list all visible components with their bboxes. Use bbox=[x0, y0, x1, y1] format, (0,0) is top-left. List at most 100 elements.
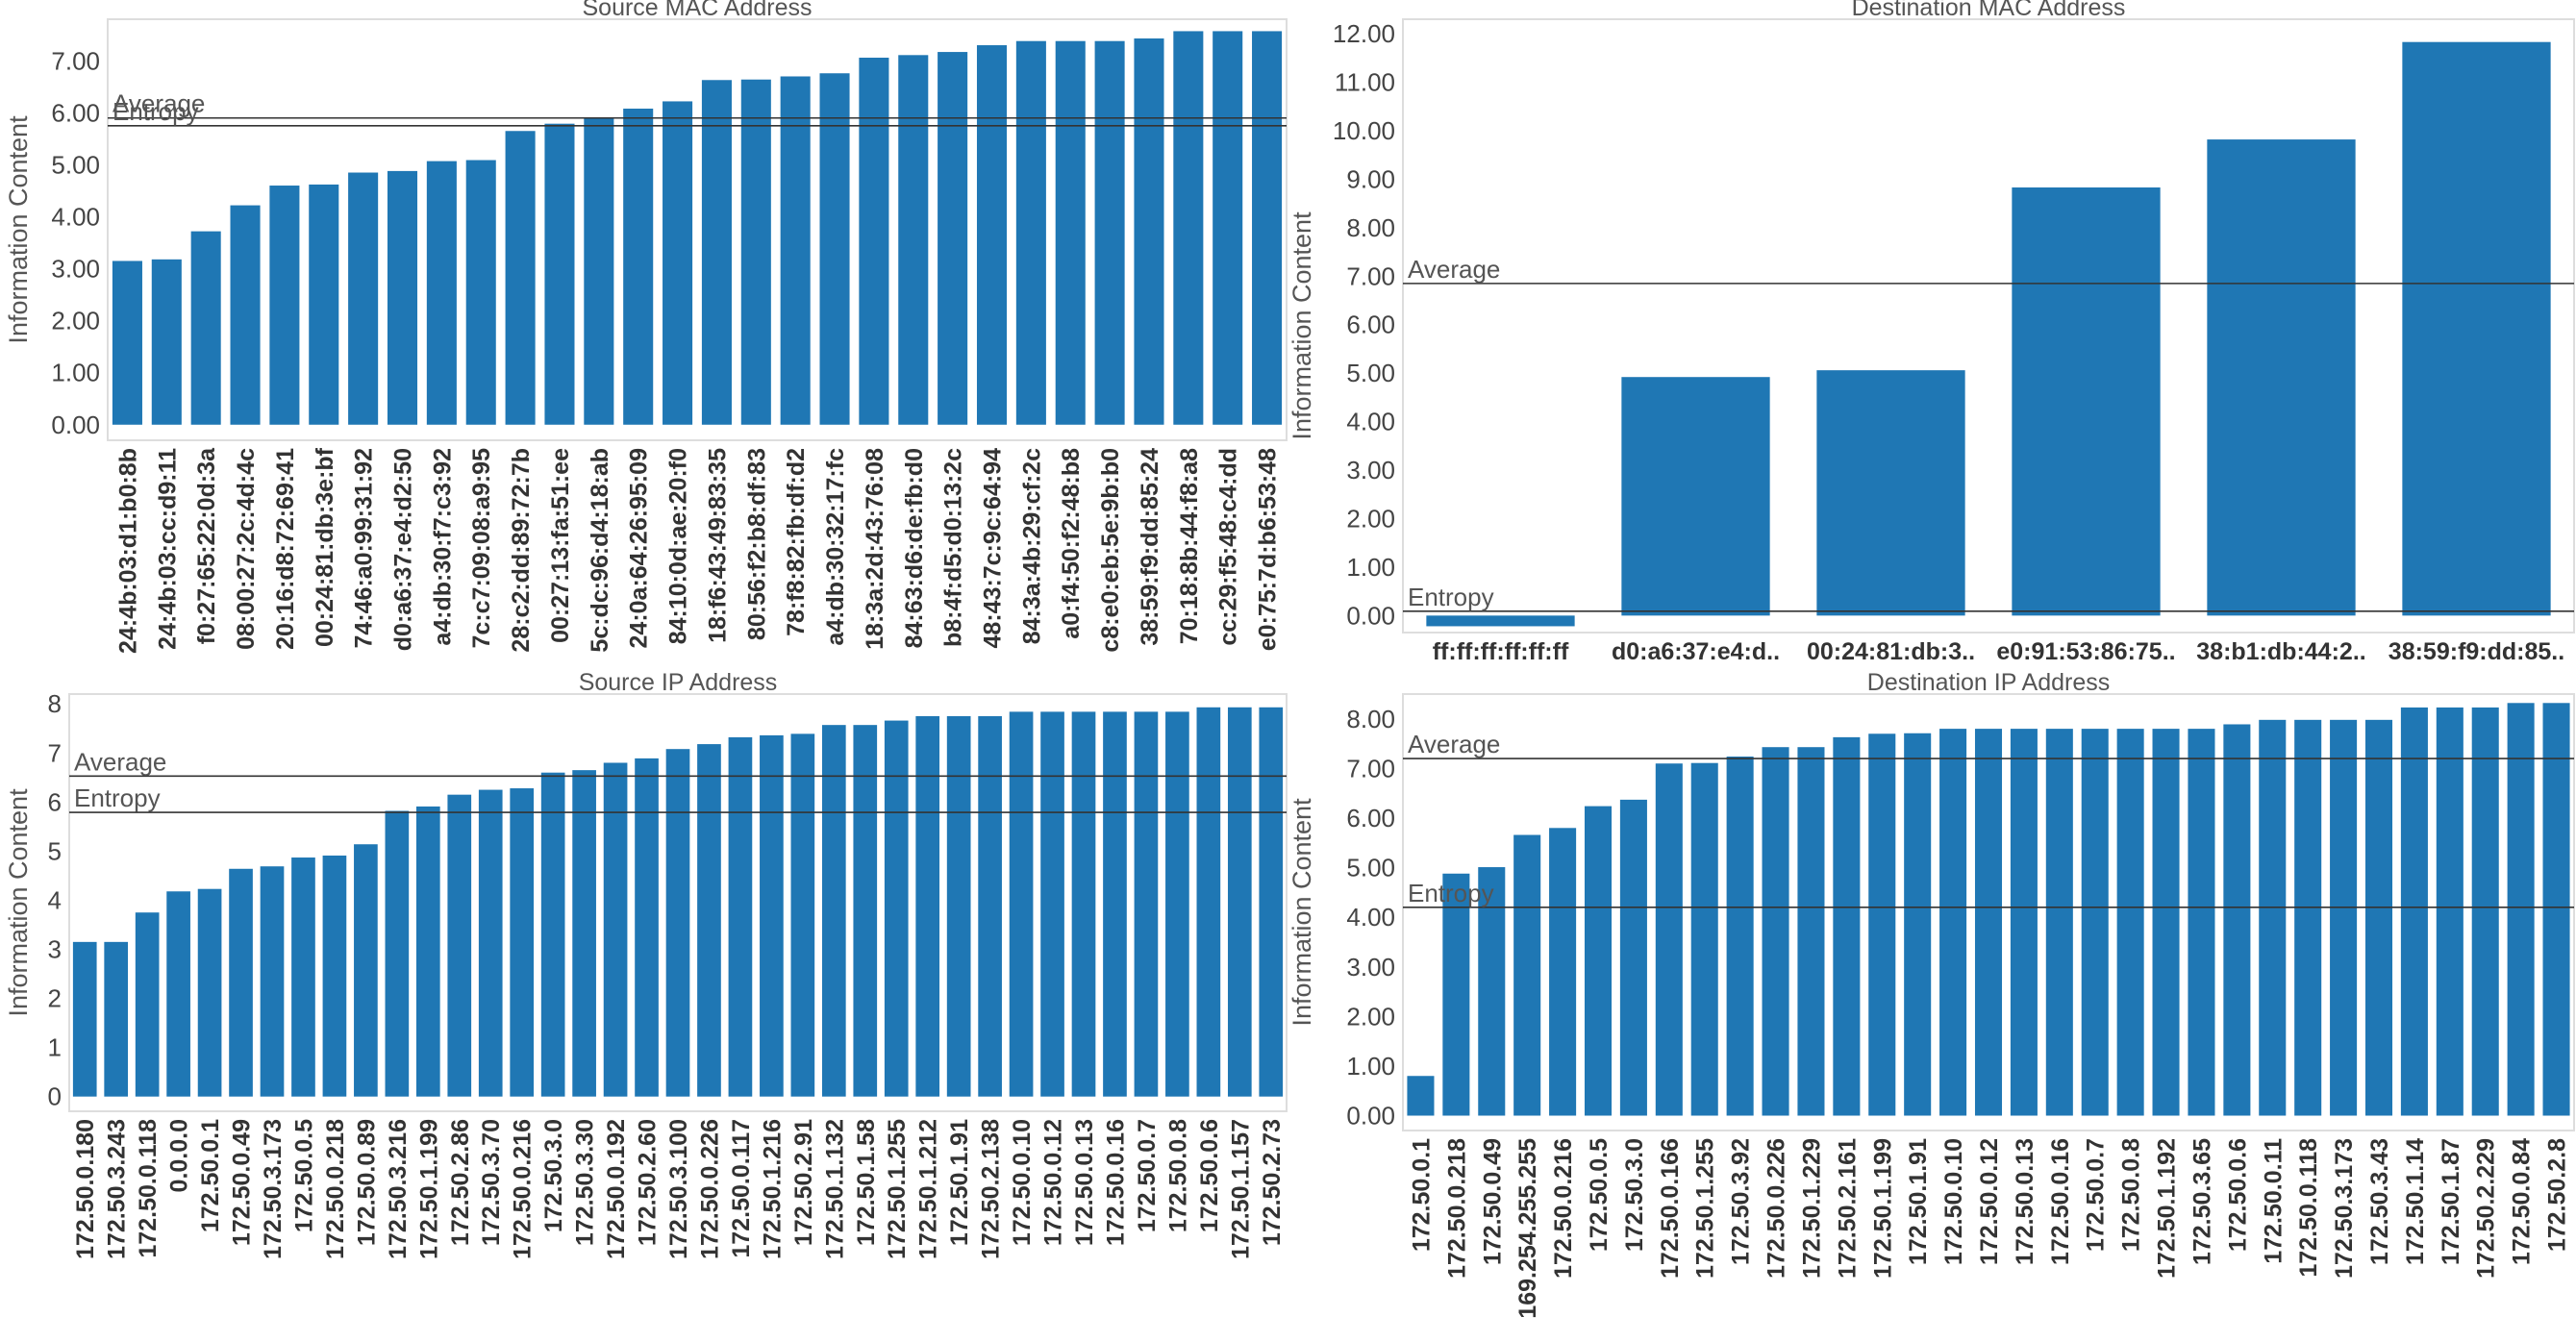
x-tick-label: d0:a6:37:e4:d.. bbox=[1612, 638, 1780, 665]
x-tick-label: 172.50.2.161 bbox=[1834, 1138, 1861, 1279]
bar bbox=[853, 725, 878, 1097]
y-tick-label: 3 bbox=[48, 935, 62, 964]
bar bbox=[2542, 703, 2570, 1116]
bar bbox=[2436, 707, 2463, 1116]
x-tick-label: 172.50.2.86 bbox=[447, 1119, 474, 1246]
bar bbox=[166, 891, 190, 1097]
bar bbox=[1584, 806, 1613, 1116]
reference-line-label: Entropy bbox=[74, 783, 161, 812]
bar bbox=[190, 231, 221, 425]
x-tick-label: 28:c2:dd:89:72:7b bbox=[508, 448, 535, 653]
x-tick-label: 172.50.1.229 bbox=[1798, 1138, 1825, 1279]
chart-svg: Destination IP Address Information Conten… bbox=[1288, 669, 2575, 1319]
bar bbox=[2010, 729, 2038, 1116]
x-tick-label: 172.50.1.58 bbox=[853, 1119, 880, 1246]
x-tick-label: 172.50.0.117 bbox=[728, 1119, 755, 1258]
x-tick-label: 172.50.1.255 bbox=[1692, 1138, 1719, 1279]
chart-source-mac: Source MAC Address Information Content 0.0… bbox=[0, 0, 1288, 671]
x-tick-label: 172.50.3.0 bbox=[540, 1119, 567, 1232]
bar bbox=[540, 772, 565, 1097]
bar bbox=[859, 58, 889, 425]
bar bbox=[946, 715, 971, 1097]
x-tick-label: 172.50.0.12 bbox=[1040, 1119, 1067, 1246]
bar bbox=[665, 749, 690, 1097]
x-tick-label: c8:e0:eb:5e:9b:b0 bbox=[1097, 448, 1124, 653]
bar bbox=[1904, 733, 1932, 1116]
y-tick-label: 2 bbox=[48, 984, 62, 1013]
x-tick-label: e0:91:53:86:75.. bbox=[1996, 638, 2175, 665]
chart-svg: Source MAC Address Information Content 0.0… bbox=[4, 0, 1288, 654]
bar bbox=[1833, 736, 1861, 1116]
y-tick-label: 1.00 bbox=[1346, 553, 1395, 582]
x-tick-label: 18:f6:43:49:83:35 bbox=[704, 448, 731, 643]
x-tick-label: 172.50.0.1 bbox=[1408, 1138, 1435, 1252]
x-tick-label: 172.50.0.49 bbox=[229, 1119, 256, 1246]
y-tick-label: 5.00 bbox=[1346, 854, 1395, 882]
y-tick-label: 11.00 bbox=[1335, 68, 1395, 97]
y-tick-label: 6 bbox=[48, 787, 62, 816]
x-tick-label: 24:4b:03:d1:b0:8b bbox=[114, 448, 141, 654]
plot-frame bbox=[68, 693, 1288, 1112]
bar bbox=[1071, 711, 1096, 1097]
y-axis-label: Information Content bbox=[1288, 211, 1316, 440]
x-tick-label: 172.50.3.70 bbox=[478, 1119, 505, 1246]
bar bbox=[426, 161, 457, 425]
bar bbox=[976, 45, 1008, 425]
x-tick-label: 38:b1:db:44:2.. bbox=[2196, 638, 2365, 665]
bar bbox=[385, 810, 410, 1097]
bar bbox=[1009, 711, 1034, 1097]
y-tick-label: 5 bbox=[48, 836, 62, 865]
bar bbox=[291, 857, 315, 1097]
x-tick-label: 172.50.0.6 bbox=[2224, 1138, 2251, 1252]
reference-line-label: Entropy bbox=[113, 97, 199, 126]
bar bbox=[478, 789, 503, 1097]
bar bbox=[151, 259, 182, 425]
bar bbox=[1797, 747, 1825, 1116]
y-tick-label: 0 bbox=[48, 1082, 62, 1111]
reference-line-label: Entropy bbox=[1408, 583, 1494, 611]
bar bbox=[510, 788, 535, 1097]
bar bbox=[1227, 707, 1252, 1097]
reference-line-label: Average bbox=[1408, 730, 1500, 758]
x-tick-label: 172.50.0.7 bbox=[2083, 1138, 2110, 1252]
y-tick-label: 8.00 bbox=[1346, 705, 1395, 733]
x-tick-label: 172.50.0.226 bbox=[696, 1119, 723, 1259]
y-tick-label: 10.00 bbox=[1333, 116, 1395, 145]
x-tick-label: 172.50.0.118 bbox=[135, 1119, 162, 1258]
y-tick-label: 7.00 bbox=[51, 46, 100, 75]
bar bbox=[2116, 729, 2144, 1116]
bar bbox=[1134, 711, 1159, 1097]
x-tick-label: 84:10:0d:ae:20:f0 bbox=[665, 448, 692, 644]
y-axis-label: Information Content bbox=[4, 788, 33, 1017]
bar bbox=[584, 118, 614, 425]
x-tick-label: 172.50.2.229 bbox=[2473, 1138, 2500, 1279]
x-tick-label: 172.50.0.5 bbox=[290, 1119, 317, 1232]
x-tick-label: 172.50.0.8 bbox=[1164, 1119, 1191, 1232]
x-tick-label: 169.254.255.255 bbox=[1514, 1138, 1541, 1319]
x-tick-label: 20:16:d8:72:69:41 bbox=[272, 448, 299, 650]
bar bbox=[354, 844, 378, 1097]
bar bbox=[938, 52, 968, 425]
bar bbox=[309, 184, 339, 425]
x-tick-label: cc:29:f5:48:c4:dd bbox=[1215, 448, 1242, 646]
bar bbox=[780, 76, 811, 425]
x-tick-label: 172.50.0.49 bbox=[1479, 1138, 1506, 1265]
bar bbox=[572, 770, 596, 1097]
x-tick-label: 172.50.3.243 bbox=[104, 1119, 131, 1259]
bar bbox=[2045, 729, 2073, 1116]
y-tick-label: 2.00 bbox=[51, 307, 100, 336]
reference-line-label: Entropy bbox=[1408, 879, 1494, 907]
bar bbox=[112, 261, 142, 425]
x-tick-label: ff:ff:ff:ff:ff:ff bbox=[1433, 638, 1569, 665]
bar bbox=[978, 715, 1002, 1097]
x-tick-label: 38:59:f9:dd:85.. bbox=[2388, 638, 2564, 665]
bar bbox=[415, 806, 440, 1097]
x-tick-label: 172.50.0.12 bbox=[1976, 1138, 2003, 1265]
bar bbox=[2400, 707, 2428, 1116]
x-tick-label: 172.50.2.60 bbox=[635, 1119, 662, 1246]
reference-line-label: Average bbox=[1408, 255, 1500, 284]
y-tick-label: 6.00 bbox=[51, 98, 100, 127]
bar bbox=[1655, 763, 1683, 1116]
bar bbox=[2223, 724, 2251, 1116]
bar bbox=[1173, 31, 1204, 425]
